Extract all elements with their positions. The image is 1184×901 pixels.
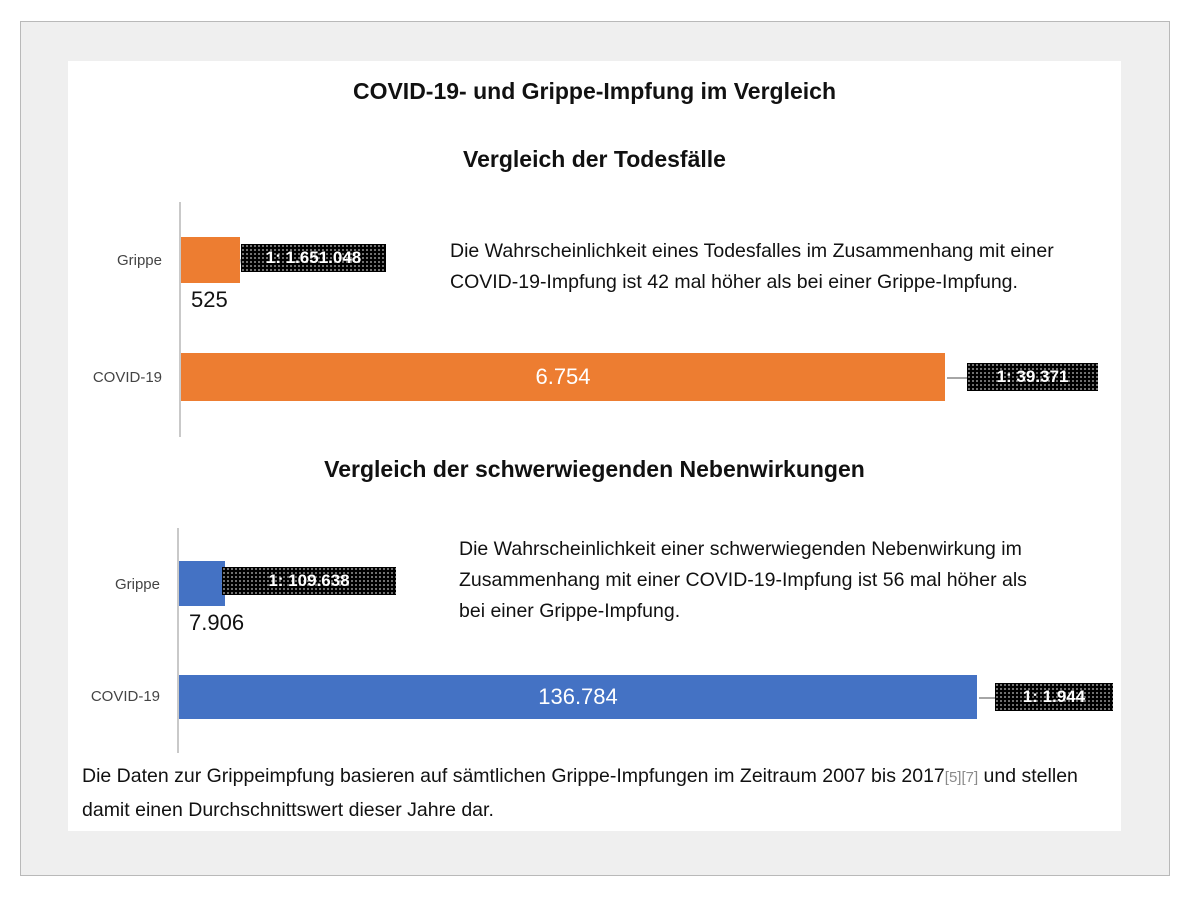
adverse-category-label-covid: COVID-19: [90, 688, 160, 705]
deaths-category-label-covid: COVID-19: [92, 369, 162, 386]
adverse-leader-line-covid: [979, 697, 995, 699]
main-title: COVID-19- und Grippe-Impfung im Vergleic…: [352, 78, 837, 104]
deaths-ratio-label-covid: 1: 39.371: [967, 363, 1098, 391]
deaths-category-label-grippe: Grippe: [116, 252, 162, 269]
deaths-value-label-covid: 6.754: [535, 364, 591, 389]
adverse-value-label-covid: 136.784: [538, 684, 618, 709]
deaths-note: Die Wahrscheinlichkeit eines Todesfalles…: [450, 240, 1054, 293]
deaths-bar-covid: [181, 353, 945, 401]
adverse-ratio-label-grippe: 1: 109.638: [222, 567, 396, 595]
deaths-ratio-label-grippe: 1: 1.651.048: [241, 244, 386, 272]
deaths-value-label-grippe: 525: [191, 287, 228, 312]
deaths-leader-line-covid: [947, 377, 967, 379]
adverse-bar-covid: [179, 675, 977, 719]
adverse-bar-grippe: [179, 561, 226, 606]
adverse-value-label-grippe: 7.906: [189, 610, 245, 635]
chart-title-adverse-events: Vergleich der schwerwiegenden Nebenwirku…: [324, 456, 865, 482]
footnote: Die Daten zur Grippeimpfung basieren auf…: [82, 760, 1082, 826]
adverse-note: Die Wahrscheinlichkeit einer schwerwiege…: [459, 538, 1027, 622]
footnote-text-continued: und stellen damit einen Durchschnittswer…: [82, 765, 1078, 821]
deaths-bar-grippe: [181, 237, 241, 283]
adverse-category-label-grippe: Grippe: [114, 576, 160, 593]
footnote-text: Die Daten zur Grippeimpfung basieren auf…: [82, 765, 945, 787]
footnote-references: [5][7]: [944, 769, 979, 786]
deaths-category-axis: [179, 202, 181, 437]
adverse-ratio-label-covid: 1: 1.944: [995, 683, 1113, 711]
chart-title-deaths: Vergleich der Todesfälle: [463, 146, 726, 172]
adverse-category-axis: [177, 528, 179, 753]
